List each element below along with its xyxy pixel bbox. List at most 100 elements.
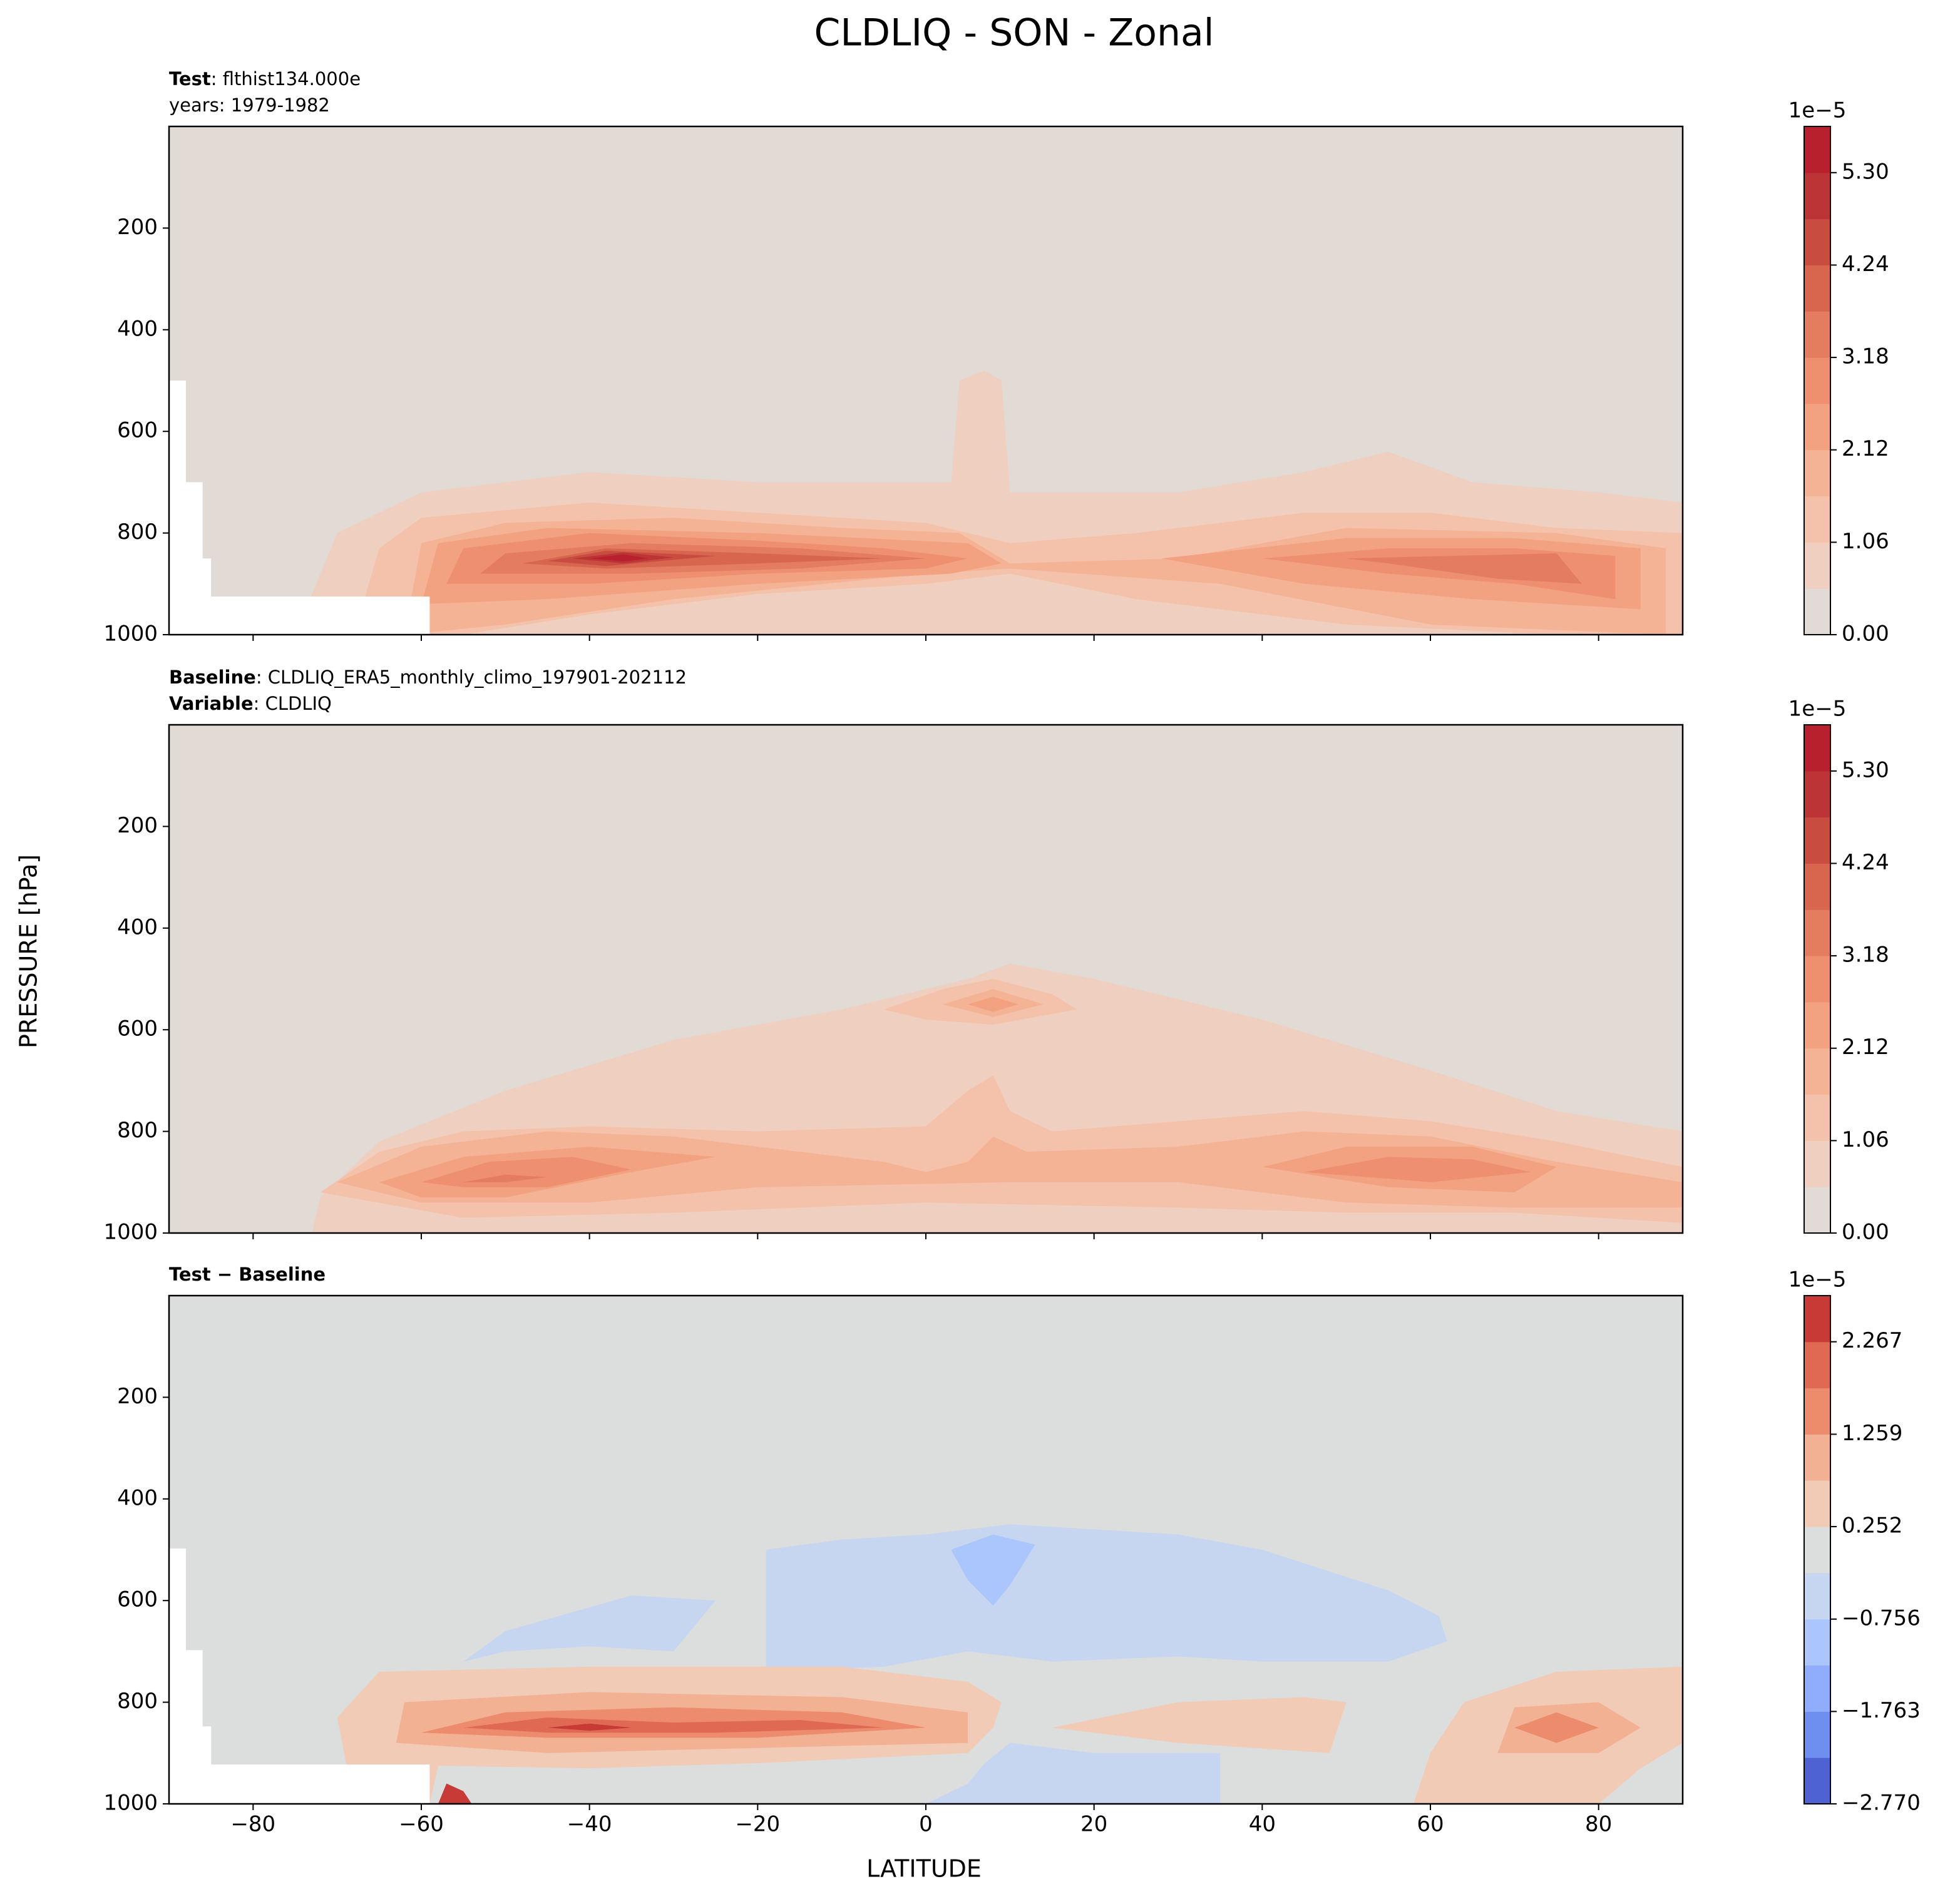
x-tick-label: −60 — [399, 1812, 444, 1837]
colorbar-band — [1804, 1480, 1830, 1527]
colorbar-band — [1804, 1711, 1830, 1758]
colorbar-band — [1804, 588, 1830, 635]
colorbar-tick-label: 1.06 — [1842, 529, 1889, 554]
header-text: years: 1979-1982 — [169, 95, 330, 116]
header-key: Test − Baseline — [169, 1264, 326, 1285]
y-tick-label: 200 — [117, 813, 158, 838]
colorbar-band — [1804, 770, 1830, 818]
colorbar-frame — [1804, 126, 1831, 635]
terrain-mask — [169, 1548, 430, 1804]
colorbar-tick-label: 3.18 — [1842, 344, 1889, 369]
colorbar-band — [1804, 1758, 1830, 1804]
contour-region — [438, 1783, 472, 1804]
y-tick-label: 800 — [117, 1689, 158, 1714]
header-key: Test — [169, 68, 211, 90]
header-text: : CLDLIQ — [254, 693, 332, 714]
x-tick-label: 80 — [1585, 1812, 1612, 1837]
colorbar-band — [1804, 357, 1830, 404]
colorbar-tick-label: −1.763 — [1842, 1698, 1921, 1723]
colorbar-band — [1804, 1527, 1830, 1574]
colorbar-band — [1804, 126, 1830, 173]
x-tick-label: −80 — [230, 1812, 275, 1837]
colorbar-tick-label: 0.252 — [1842, 1513, 1902, 1538]
colorbar-band — [1804, 218, 1830, 265]
contour-region — [547, 1723, 632, 1731]
colorbar-band — [1804, 1187, 1830, 1234]
colorbar-band — [1804, 496, 1830, 543]
colorbar-multiplier: 1e−5 — [1788, 1267, 1847, 1292]
x-tick-label: 60 — [1417, 1812, 1444, 1837]
y-tick-label: 1000 — [103, 622, 158, 647]
colorbar-band — [1804, 1665, 1830, 1712]
panel-header: years: 1979-1982 — [169, 95, 330, 116]
contour-region — [1052, 1697, 1347, 1753]
colorbar-multiplier: 1e−5 — [1788, 98, 1847, 123]
contour-region — [926, 1743, 1221, 1804]
y-tick-label: 600 — [117, 418, 158, 443]
fields — [169, 126, 1683, 1804]
colorbar-tick-label: 1.259 — [1842, 1421, 1902, 1446]
contour-region — [1514, 1712, 1599, 1743]
contour-region — [589, 554, 649, 562]
y-tick-label: 600 — [117, 1016, 158, 1042]
contour-region — [463, 1595, 716, 1662]
colorbar-band — [1804, 1140, 1830, 1187]
panel-header: Test: flthist134.000e — [169, 68, 361, 90]
y-tick-label: 400 — [117, 316, 158, 341]
colorbar-band — [1804, 1388, 1830, 1435]
colorbar-band — [1804, 542, 1830, 589]
y-tick-label: 1000 — [103, 1791, 158, 1816]
colorbar-tick-label: 0.00 — [1842, 622, 1889, 647]
contour-region — [463, 1174, 548, 1182]
y-tick-label: 400 — [117, 1485, 158, 1510]
colorbar-band — [1804, 1001, 1830, 1049]
colorbar-tick-label: 5.30 — [1842, 159, 1889, 184]
contour-region — [766, 1524, 1447, 1672]
colorbar-band — [1804, 1434, 1830, 1481]
colorbar-tick-label: 3.18 — [1842, 943, 1889, 968]
y-tick-label: 200 — [117, 1384, 158, 1409]
colorbar-tick-label: 2.12 — [1842, 1035, 1889, 1060]
contour-region — [421, 1157, 632, 1187]
colorbar-band — [1804, 449, 1830, 497]
x-tick-label: 0 — [919, 1812, 933, 1837]
colorbar-tick-label: 5.30 — [1842, 757, 1889, 782]
header-text: : CLDLIQ_ERA5_monthly_climo_197901-20211… — [256, 667, 687, 688]
x-tick-label: −40 — [567, 1812, 612, 1837]
y-tick-label: 400 — [117, 914, 158, 939]
header-text: : flthist134.000e — [211, 68, 361, 90]
colorbar-band — [1804, 1296, 1830, 1343]
colorbar-band — [1804, 909, 1830, 956]
y-axis-label: PRESSURE [hPa] — [15, 854, 43, 1048]
colorbar-band — [1804, 311, 1830, 358]
colorbar-band — [1804, 725, 1830, 772]
panel-header: Test − Baseline — [169, 1264, 326, 1285]
colorbar-frame — [1804, 1295, 1831, 1804]
colorbar-tick-label: 4.24 — [1842, 850, 1889, 875]
y-tick-label: 1000 — [103, 1220, 158, 1245]
colorbar-band — [1804, 863, 1830, 910]
colorbar-band — [1804, 265, 1830, 312]
colorbar-band — [1804, 1341, 1830, 1389]
x-tick-label: −20 — [735, 1812, 780, 1837]
colorbar-band — [1804, 172, 1830, 220]
colorbar-tick-label: 4.24 — [1842, 252, 1889, 277]
contour-region — [1346, 553, 1582, 584]
header-key: Baseline — [169, 667, 256, 688]
header-key: Variable — [169, 693, 254, 714]
panel-header: Baseline: CLDLIQ_ERA5_monthly_climo_1979… — [169, 667, 687, 688]
colorbar-band — [1804, 956, 1830, 1003]
terrain-mask — [169, 381, 430, 635]
y-tick-label: 800 — [117, 1118, 158, 1143]
colorbar-tick-label: 2.12 — [1842, 436, 1889, 461]
colorbar-tick-label: 1.06 — [1842, 1127, 1889, 1152]
contour-region — [968, 996, 1018, 1012]
x-tick-label: 20 — [1080, 1812, 1107, 1837]
x-axis-label: LATITUDE — [866, 1855, 982, 1883]
figure-title: CLDLIQ - SON - Zonal — [814, 11, 1214, 55]
colorbar-tick-label: −0.756 — [1842, 1605, 1921, 1630]
colorbar-tick-label: −2.770 — [1842, 1791, 1921, 1816]
colorbar-band — [1804, 403, 1830, 451]
